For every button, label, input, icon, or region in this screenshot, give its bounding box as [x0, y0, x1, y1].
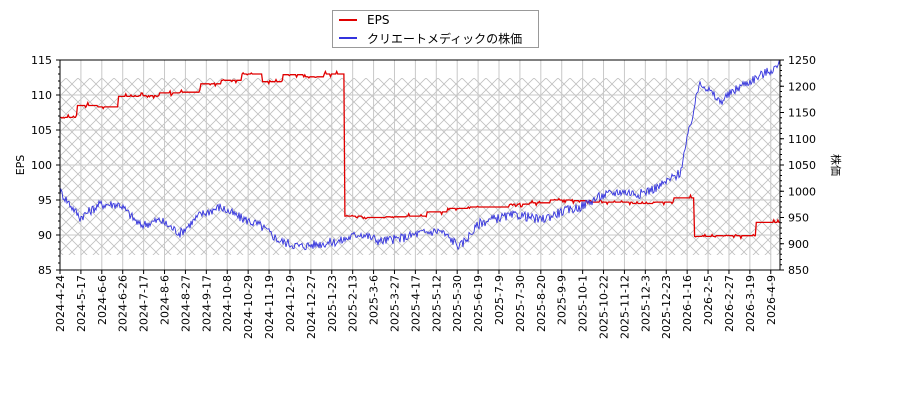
x-tick: 2025-7-9	[493, 275, 506, 325]
x-tick: 2025-2-13	[347, 275, 360, 332]
legend-item-price: クリエートメディックの株価	[339, 29, 522, 47]
x-tick: 2024-12-9	[284, 275, 297, 332]
y-tick-right: 1000	[788, 185, 816, 198]
y-tick-right: 850	[788, 264, 809, 277]
x-tick: 2025-10-1	[577, 275, 590, 332]
x-tick: 2025-3-6	[368, 275, 381, 325]
y-tick-right: 1150	[788, 107, 816, 120]
x-tick: 2026-1-16	[681, 275, 694, 332]
x-tick: 2025-1-23	[326, 275, 339, 332]
y-tick-left: 110	[31, 89, 52, 102]
x-tick: 2025-4-17	[409, 275, 422, 332]
x-tick: 2026-4-9	[765, 275, 778, 325]
x-tick: 2024-4-24	[54, 275, 67, 332]
x-tick: 2024-10-8	[221, 275, 234, 332]
y-tick-right: 1200	[788, 80, 816, 93]
x-tick: 2025-3-27	[388, 275, 401, 332]
x-tick: 2024-7-17	[138, 275, 151, 332]
x-tick: 2026-2-5	[702, 275, 715, 325]
x-tick: 2025-6-19	[472, 275, 485, 332]
legend-item-eps: EPS	[339, 11, 389, 29]
y-tick-right: 950	[788, 212, 809, 225]
y-tick-right: 1250	[788, 54, 816, 67]
legend-label-price: クリエートメディックの株価	[367, 31, 523, 46]
x-tick: 2024-6-26	[117, 275, 130, 332]
x-tick: 2024-9-17	[200, 275, 213, 332]
y-tick-right: 1100	[788, 133, 816, 146]
x-tick: 2026-2-27	[723, 275, 736, 332]
x-tick: 2024-11-19	[263, 275, 276, 339]
x-tick: 2026-3-19	[744, 275, 757, 332]
y-tick-left: 115	[31, 54, 52, 67]
y-tick-left: 85	[38, 264, 52, 277]
data-lines	[59, 59, 781, 251]
plot-frame	[59, 59, 781, 271]
legend-label-eps: EPS	[367, 13, 390, 27]
price-line-swatch-icon	[339, 37, 357, 39]
x-tick: 2024-5-17	[75, 275, 88, 332]
price-line	[59, 59, 781, 251]
x-tick: 2025-10-22	[598, 275, 611, 339]
x-tick: 2025-12-3	[639, 275, 652, 332]
x-tick: 2025-11-12	[618, 275, 631, 339]
x-tick: 2025-8-20	[535, 275, 548, 332]
chart-legend: EPS クリエートメディックの株価	[332, 10, 539, 48]
eps-line-swatch-icon	[339, 19, 357, 21]
x-tick: 2025-5-12	[430, 275, 443, 332]
x-tick: 2025-5-30	[451, 275, 464, 332]
x-tick: 2025-9-9	[556, 275, 569, 325]
y-tick-right: 1050	[788, 159, 816, 172]
eps-line	[60, 69, 780, 240]
y-axis-label-left: EPS	[14, 155, 27, 176]
x-tick: 2024-8-27	[179, 275, 192, 332]
y-tick-left: 95	[38, 194, 52, 207]
x-tick: 2024-10-29	[242, 275, 255, 339]
y-tick-left: 105	[31, 124, 52, 137]
x-tick: 2025-12-23	[660, 275, 673, 339]
x-tick: 2025-7-30	[514, 275, 527, 332]
y-tick-left: 90	[38, 229, 52, 242]
x-tick: 2024-8-6	[159, 275, 172, 325]
x-tick: 2024-12-27	[305, 275, 318, 339]
x-tick: 2024-6-6	[96, 275, 109, 325]
y-tick-right: 900	[788, 238, 809, 251]
y-axis-label-right: 株価	[829, 154, 843, 176]
y-tick-left: 100	[31, 159, 52, 172]
